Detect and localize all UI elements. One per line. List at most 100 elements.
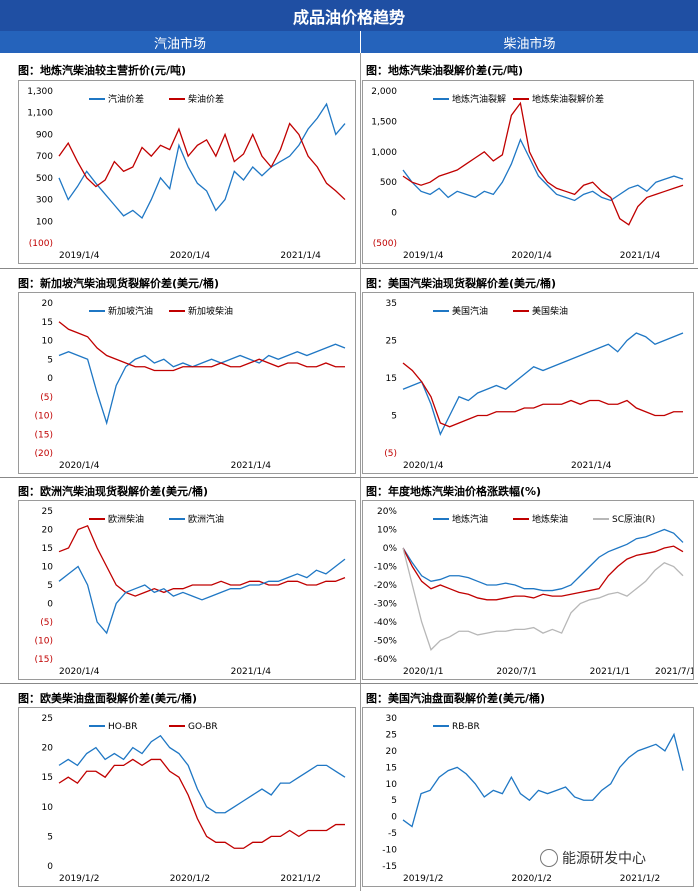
- wechat-icon: [540, 849, 558, 867]
- legend-label: 柴油价差: [188, 93, 224, 105]
- row-divider: [0, 683, 698, 684]
- chart-title: 图：地炼汽柴油较主营折价(元/吨): [18, 64, 187, 77]
- series-line: [402, 362, 683, 428]
- y-tick-label: 0: [391, 813, 397, 823]
- y-tick-label: 700: [36, 152, 53, 162]
- x-tick-label: 2020/1/4: [403, 461, 444, 471]
- y-tick-label: 1,100: [27, 109, 53, 119]
- chart-europe: 25 20 15 10 5 0 (5) (10) (15) 2020/1/4 2021/1/4 欧洲柴…: [35, 507, 346, 677]
- legend-label: 地炼汽油裂解: [452, 93, 506, 105]
- y-tick-label: -10: [382, 846, 397, 856]
- series-line: [58, 758, 345, 849]
- x-tick-label: 2019/1/2: [59, 874, 99, 884]
- y-tick-label: 100: [36, 217, 53, 227]
- y-tick-label: 20%: [377, 507, 397, 517]
- y-tick-label: 20: [42, 526, 54, 536]
- chart-gasoline-futures: 30 25 20 15 10 5 0 -5 -10 -15 2019/1/2 2020/1/2 2021…: [382, 714, 684, 884]
- y-tick-label: 500: [380, 178, 397, 188]
- y-tick-label: (10): [35, 412, 53, 422]
- series-line: [402, 547, 684, 651]
- chart-title: 图：欧洲汽柴油现货裂解价差(美元/桶): [18, 485, 209, 498]
- y-tick-label: 2,000: [371, 87, 397, 97]
- x-tick-label: 2021/1/2: [280, 874, 320, 884]
- page-title: 成品油价格趋势: [0, 0, 698, 31]
- series-line: [58, 734, 346, 814]
- x-tick-label: 2021/1/4: [620, 251, 661, 261]
- chart-singapore: 20 15 10 5 0 (5) (10) (15) (20) 2020/1/4 2021/1/4 新…: [35, 299, 346, 471]
- y-tick-label: 5: [47, 581, 53, 591]
- chart-title: 图：年度地炼汽柴油价格涨跌幅(%): [366, 485, 542, 498]
- y-tick-label: (500): [373, 239, 397, 249]
- y-tick-label: -20%: [374, 581, 398, 591]
- y-tick-label: -60%: [374, 655, 398, 665]
- y-tick-label: 10: [42, 563, 54, 573]
- y-tick-label: (5): [40, 393, 53, 403]
- series-line: [402, 528, 684, 592]
- y-tick-label: -40%: [374, 618, 398, 628]
- x-tick-label: 2021/1/2: [620, 874, 660, 884]
- y-tick-label: 30: [386, 714, 398, 724]
- legend-label: 地炼柴油: [532, 513, 568, 525]
- y-tick-label: (20): [35, 449, 53, 459]
- x-tick-label: 2021/1/4: [231, 667, 272, 677]
- legend-label: 美国汽油: [452, 305, 488, 317]
- y-tick-label: 10: [386, 780, 398, 790]
- chart-title: 图：新加坡汽柴油现货裂解价差(美元/桶): [18, 277, 220, 290]
- y-tick-label: 25: [386, 337, 397, 347]
- x-tick-label: 2020/1/4: [170, 251, 211, 261]
- y-tick-label: 5: [47, 832, 53, 842]
- y-tick-label: 15: [386, 763, 397, 773]
- series-line: [402, 732, 684, 828]
- y-tick-label: 1,500: [371, 117, 397, 127]
- x-tick-label: 2020/1/2: [511, 874, 551, 884]
- chart-discount: 1,300 1,100 900 700 500 300 100 (100) 2019/1/4 20…: [27, 87, 346, 261]
- y-tick-label: 0: [47, 600, 53, 610]
- y-tick-label: 0: [47, 374, 53, 384]
- y-tick-label: 15: [42, 773, 53, 783]
- x-tick-label: 2020/1/4: [59, 667, 100, 677]
- y-tick-label: 20: [386, 747, 398, 757]
- y-tick-label: (15): [35, 430, 53, 440]
- y-tick-label: (10): [35, 637, 53, 647]
- legend-label: 汽油价差: [108, 93, 144, 105]
- legend-label: 新加坡汽油: [108, 305, 153, 317]
- y-tick-label: (5): [40, 618, 53, 628]
- y-tick-label: 25: [386, 730, 397, 740]
- chart-title: 图：地炼汽柴油裂解价差(元/吨): [366, 64, 524, 77]
- series-line: [58, 321, 345, 372]
- y-tick-label: 10%: [377, 526, 397, 536]
- chart-us-spot: 35 25 15 5 (5) 2020/1/4 2021/1/4 美国汽油 美国柴油: [384, 299, 684, 471]
- y-tick-label: 25: [42, 507, 53, 517]
- section-diesel: 柴油市场: [361, 31, 698, 53]
- series-line: [402, 138, 684, 202]
- y-tick-label: -50%: [374, 637, 398, 647]
- row-divider: [0, 268, 698, 269]
- x-tick-label: 2019/1/4: [59, 251, 100, 261]
- legend-label: SC原油(R): [612, 513, 655, 525]
- chart-crack-spread-local: 2,000 1,500 1,000 500 0 (500) 2019/1/4 2020/1/4…: [371, 87, 684, 261]
- x-tick-label: 2020/1/4: [511, 251, 552, 261]
- watermark-text: 能源研发中心: [562, 851, 646, 867]
- y-tick-label: 5: [391, 796, 397, 806]
- x-tick-label: 2019/1/2: [403, 874, 443, 884]
- x-tick-label: 2021/1/1: [590, 667, 630, 677]
- x-tick-label: 2020/1/2: [170, 874, 210, 884]
- x-tick-label: 2020/1/1: [403, 667, 443, 677]
- y-tick-label: 0: [47, 862, 53, 872]
- series-line: [402, 101, 684, 226]
- y-tick-label: 5: [391, 412, 397, 422]
- legend-label: 地炼汽油: [452, 513, 488, 525]
- y-tick-label: 10: [42, 803, 54, 813]
- chart-diesel-futures: 25 20 15 10 5 0 2019/1/2 2020/1/2 2021/1/2 HO-BR G…: [42, 714, 346, 884]
- x-tick-label: 2020/7/1: [496, 667, 536, 677]
- y-tick-label: (15): [35, 655, 53, 665]
- y-tick-label: (5): [384, 449, 397, 459]
- y-tick-label: -10%: [374, 563, 398, 573]
- chart-title: 图：美国汽柴油现货裂解价差(美元/桶): [366, 277, 557, 290]
- series-line: [58, 558, 346, 635]
- y-tick-label: 0: [391, 209, 397, 219]
- y-tick-label: 35: [386, 299, 397, 309]
- legend-label: GO-BR: [188, 722, 218, 732]
- y-tick-label: 5: [47, 355, 53, 365]
- y-tick-label: -30%: [374, 600, 398, 610]
